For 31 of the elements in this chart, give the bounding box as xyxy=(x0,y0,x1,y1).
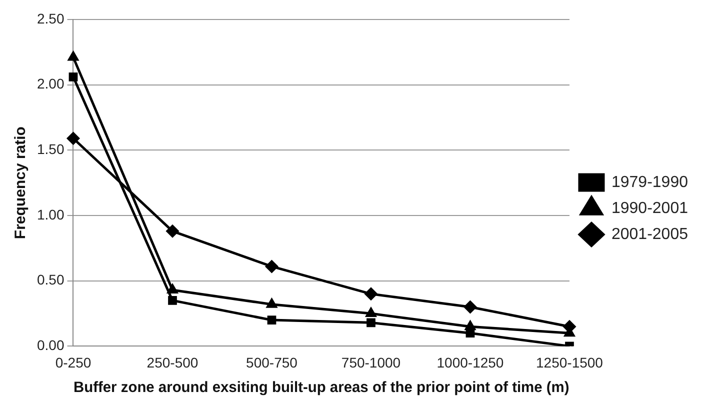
y-tick-label: 2.00 xyxy=(37,76,64,92)
point xyxy=(168,296,177,305)
y-tick-label: 0.00 xyxy=(37,337,64,354)
point xyxy=(465,320,476,330)
y-axis-title: Frequency ratio xyxy=(12,126,30,240)
x-tick-label: 500-750 xyxy=(246,354,298,370)
point xyxy=(68,72,78,82)
point xyxy=(267,316,276,324)
point xyxy=(167,284,178,294)
point xyxy=(166,224,179,238)
y-tick-label: 1.50 xyxy=(37,140,64,157)
y-tick-label: 2.50 xyxy=(37,10,64,26)
legend-label: 2001-2005 xyxy=(611,226,688,243)
point xyxy=(366,318,376,328)
x-tick-label: 750-1000 xyxy=(341,354,401,370)
x-tick-label: 1250-1500 xyxy=(536,354,604,370)
x-tick-label: 0-250 xyxy=(55,354,92,370)
point xyxy=(265,260,278,273)
y-tick-label: 1.00 xyxy=(37,206,64,222)
x-tick-label: 1000-1250 xyxy=(436,354,504,370)
legend-label: 1990-2001 xyxy=(611,200,688,217)
point xyxy=(464,300,476,314)
y-tick-label: 0.50 xyxy=(37,272,64,288)
x-tick-label: 250-500 xyxy=(146,354,198,370)
x-axis-title: Buffer zone around exsiting built-up areas of the prior point of time (m) xyxy=(73,380,570,396)
point xyxy=(266,298,277,308)
point xyxy=(366,308,376,318)
point xyxy=(67,132,80,145)
point xyxy=(68,52,78,61)
point xyxy=(364,288,378,300)
legend-label: 1979-1990 xyxy=(611,174,688,191)
